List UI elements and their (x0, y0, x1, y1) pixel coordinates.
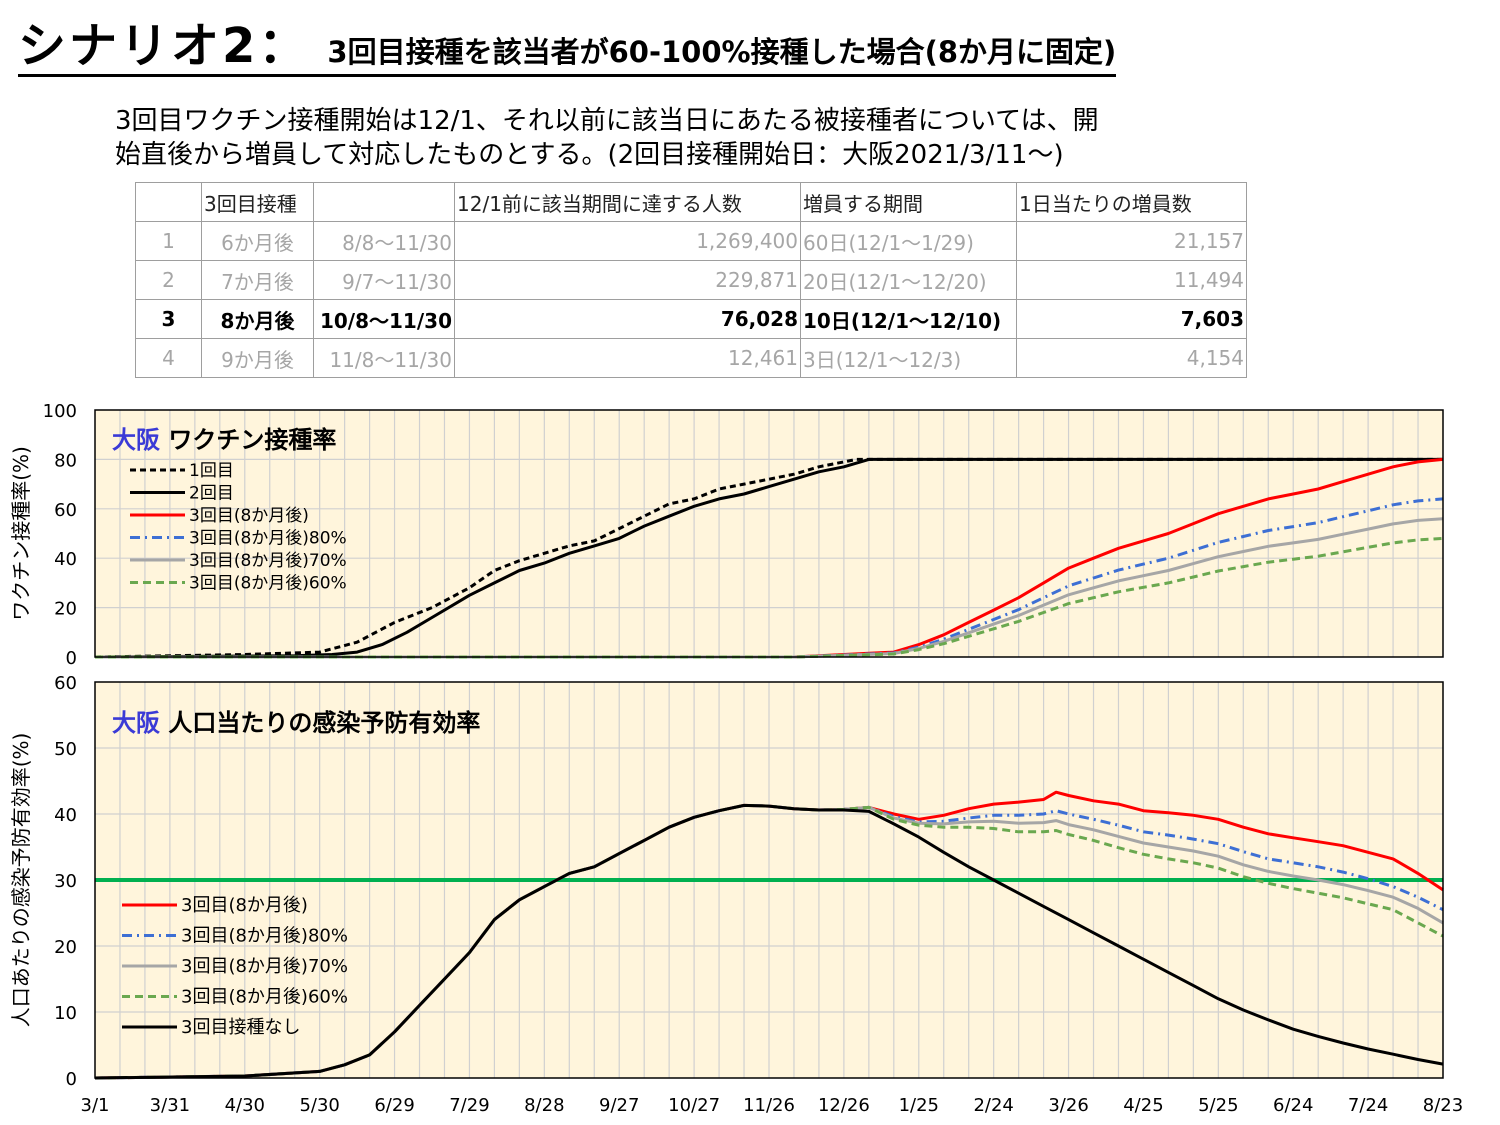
x-tick-label: 9/27 (599, 1095, 639, 1116)
legend-label: 3回目(8か月後)70% (189, 551, 347, 571)
series-line (94, 803, 1444, 1080)
x-tick-label: 4/30 (225, 1095, 265, 1116)
plot-frame (94, 409, 1444, 658)
row-interval: 7か月後 (201, 260, 314, 300)
page-title-sub: 3回目接種を該当者が60-100%接種した場合(8か月に固定) (327, 35, 1117, 69)
y-tick-label: 100 (43, 401, 77, 422)
x-tick-label: 7/24 (1348, 1095, 1388, 1116)
x-tick-label: 11/26 (743, 1095, 795, 1116)
x-tick-label: 7/29 (449, 1095, 489, 1116)
row-number: 3 (135, 299, 202, 339)
row-interval: 9か月後 (201, 338, 314, 378)
table-header-cell: 12/1前に該当期間に達する人数 (454, 182, 801, 222)
row-per-day: 21,157 (1016, 221, 1247, 261)
schedule-table: 3回目接種 12/1前に該当期間に達する人数 増員する期間 1日当たりの増員数 … (135, 182, 1247, 378)
row-number: 1 (135, 221, 202, 261)
row-per-day: 4,154 (1016, 338, 1247, 378)
row-people: 76,028 (454, 299, 801, 339)
row-add-period: 3日(12/1～12/3) (800, 338, 1017, 378)
x-tick-label: 3/1 (81, 1095, 110, 1116)
table-row: 1 6か月後 8/8～11/30 1,269,400 60日(12/1～1/29… (135, 221, 1247, 261)
chart-title-region: 大阪 (112, 426, 168, 454)
y-axis-label: 人口あたりの感染予防有効率(%) (9, 733, 33, 1028)
y-tick-label: 40 (54, 549, 77, 570)
x-tick-label: 3/31 (150, 1095, 190, 1116)
x-tick-label: 10/27 (668, 1095, 720, 1116)
table-row: 4 9か月後 11/8～11/30 12,461 3日(12/1～12/3) 4… (135, 338, 1247, 378)
legend-label: 3回目(8か月後)60% (181, 987, 348, 1008)
table-header-row: 3回目接種 12/1前に該当期間に達する人数 増員する期間 1日当たりの増員数 (135, 182, 1247, 222)
x-tick-label: 6/29 (374, 1095, 414, 1116)
table-header-cell: 1日当たりの増員数 (1016, 182, 1247, 222)
y-tick-label: 0 (66, 1069, 77, 1090)
page-title-main: シナリオ2： (18, 18, 310, 74)
table-row: 2 7か月後 9/7～11/30 229,871 20日(12/1～12/20)… (135, 260, 1247, 300)
y-tick-label: 30 (54, 871, 77, 892)
x-tick-label: 8/28 (524, 1095, 564, 1116)
y-tick-label: 50 (54, 739, 77, 760)
table-row: 3 8か月後 10/8～11/30 76,028 10日(12/1～12/10)… (135, 299, 1247, 339)
scenario-description: 3回目ワクチン接種開始は12/1、それ以前に該当日にあたる被接種者については、開… (115, 104, 1235, 172)
chart-title: 大阪 人口当たりの感染予防有効率 (112, 709, 480, 737)
legend-label: 3回目(8か月後)80% (189, 529, 347, 549)
x-tick-label: 12/26 (818, 1095, 870, 1116)
series-line (94, 457, 1443, 659)
chart-title-text: ワクチン接種率 (168, 426, 336, 454)
chart-panel: 0 10 20 30 40 50 60 3/1 3/31 4/30 5/30 6/29 7/29 8/28… (9, 673, 1463, 1116)
table-header-cell: 増員する期間 (800, 182, 1017, 222)
x-tick-label: 3/26 (1048, 1095, 1088, 1116)
description-line-2: 始直後から増員して対応したものとする。(2回目接種開始日：大阪2021/3/11… (115, 140, 1064, 170)
row-interval: 6か月後 (201, 221, 314, 261)
chart-title-region: 大阪 (112, 709, 168, 737)
row-people: 1,269,400 (454, 221, 801, 261)
legend-label: 1回目 (189, 461, 234, 481)
x-tick-label: 5/25 (1198, 1095, 1238, 1116)
chart-title-text: 人口当たりの感染予防有効率 (168, 709, 480, 737)
legend-label: 3回目(8か月後) (189, 506, 309, 526)
y-tick-label: 20 (54, 599, 77, 620)
y-tick-label: 80 (54, 450, 77, 471)
row-people: 229,871 (454, 260, 801, 300)
row-period: 10/8～11/30 (313, 299, 455, 339)
y-tick-label: 20 (54, 937, 77, 958)
x-tick-label: 8/23 (1423, 1095, 1463, 1116)
row-period: 9/7～11/30 (313, 260, 455, 300)
series-line (95, 536, 1444, 659)
legend-label: 3回目(8か月後) (181, 895, 308, 916)
row-add-period: 20日(12/1～12/20) (800, 260, 1017, 300)
x-tick-label: 5/30 (299, 1095, 339, 1116)
y-tick-label: 0 (66, 648, 77, 669)
x-tick-label: 1/25 (899, 1095, 939, 1116)
legend-label: 3回目(8か月後)60% (189, 574, 347, 594)
description-line-1: 3回目ワクチン接種開始は12/1、それ以前に該当日にあたる被接種者については、開 (115, 106, 1099, 136)
x-tick-label: 6/24 (1273, 1095, 1313, 1116)
page-title: シナリオ2： 3回目接種を該当者が60-100%接種した場合(8か月に固定) (18, 22, 1117, 77)
legend-label: 2回目 (189, 484, 234, 504)
y-tick-label: 10 (54, 1003, 77, 1024)
y-tick-label: 40 (54, 805, 77, 826)
chart-title: 大阪 ワクチン接種率 (112, 426, 336, 454)
x-tick-label: 4/25 (1123, 1095, 1163, 1116)
y-axis-label: ワクチン接種率(%) (9, 446, 33, 621)
x-tick-label: 2/24 (973, 1095, 1013, 1116)
row-period: 8/8～11/30 (313, 221, 455, 261)
row-add-period: 60日(12/1～1/29) (800, 221, 1017, 261)
y-tick-label: 60 (54, 500, 77, 521)
row-number: 2 (135, 260, 202, 300)
plot-frame (94, 681, 1444, 1079)
series-line (94, 457, 1443, 659)
legend-label: 3回目(8か月後)80% (181, 926, 348, 947)
legend-label: 3回目(8か月後)70% (181, 956, 348, 977)
legend-label: 3回目接種なし (181, 1017, 300, 1038)
row-period: 11/8～11/30 (313, 338, 455, 378)
row-number: 4 (135, 338, 202, 378)
y-tick-label: 60 (54, 673, 77, 694)
row-people: 12,461 (454, 338, 801, 378)
row-per-day: 7,603 (1016, 299, 1247, 339)
